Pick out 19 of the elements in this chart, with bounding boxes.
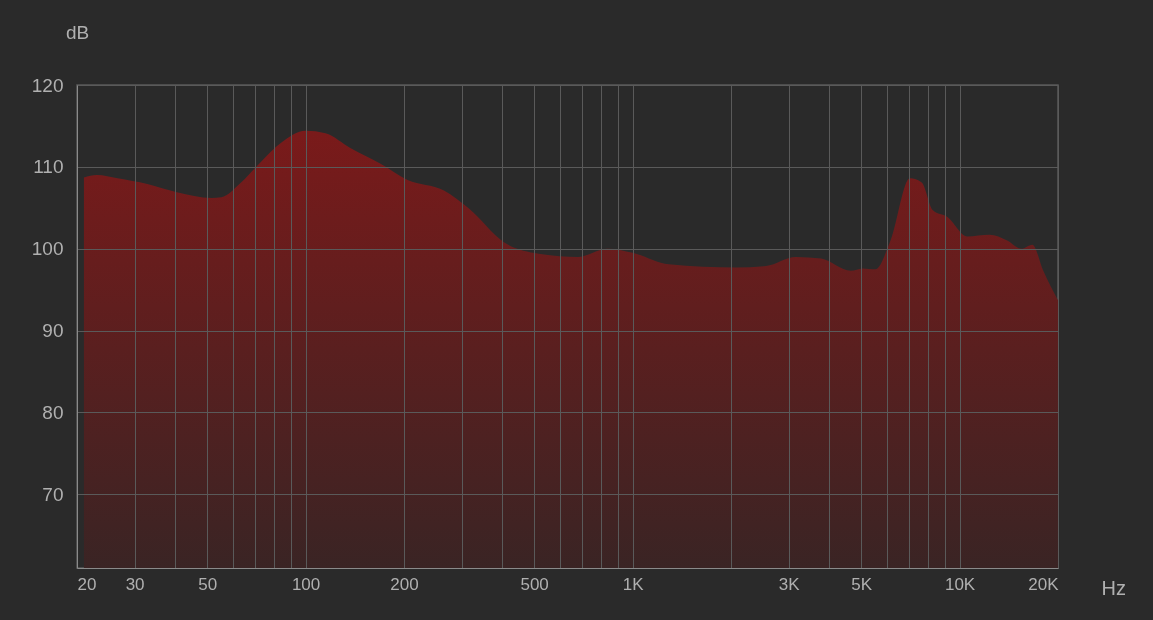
y-tick-label: 80 — [42, 401, 64, 423]
x-tick-label: 10K — [944, 574, 976, 594]
x-tick-label: 100 — [291, 574, 321, 594]
x-tick-label: 20K — [1028, 574, 1060, 594]
x-tick-label: 500 — [520, 574, 549, 594]
y-axis-title: dB — [65, 21, 90, 43]
x-tick-label: 200 — [390, 574, 419, 594]
x-tick-label: 5K — [851, 574, 873, 594]
x-tick-label: 50 — [198, 574, 218, 594]
x-tick-label: 20 — [77, 574, 97, 594]
y-tick-label: 110 — [33, 156, 64, 178]
y-tick-label: 120 — [31, 74, 64, 96]
y-tick-label: 90 — [42, 320, 64, 342]
x-tick-label: 30 — [125, 574, 145, 594]
x-axis-title: Hz — [1101, 576, 1126, 599]
x-tick-label: 3K — [778, 574, 801, 594]
y-tick-label: 70 — [42, 483, 64, 505]
y-tick-label: 100 — [31, 238, 64, 260]
x-tick-label: 1K — [622, 574, 645, 594]
